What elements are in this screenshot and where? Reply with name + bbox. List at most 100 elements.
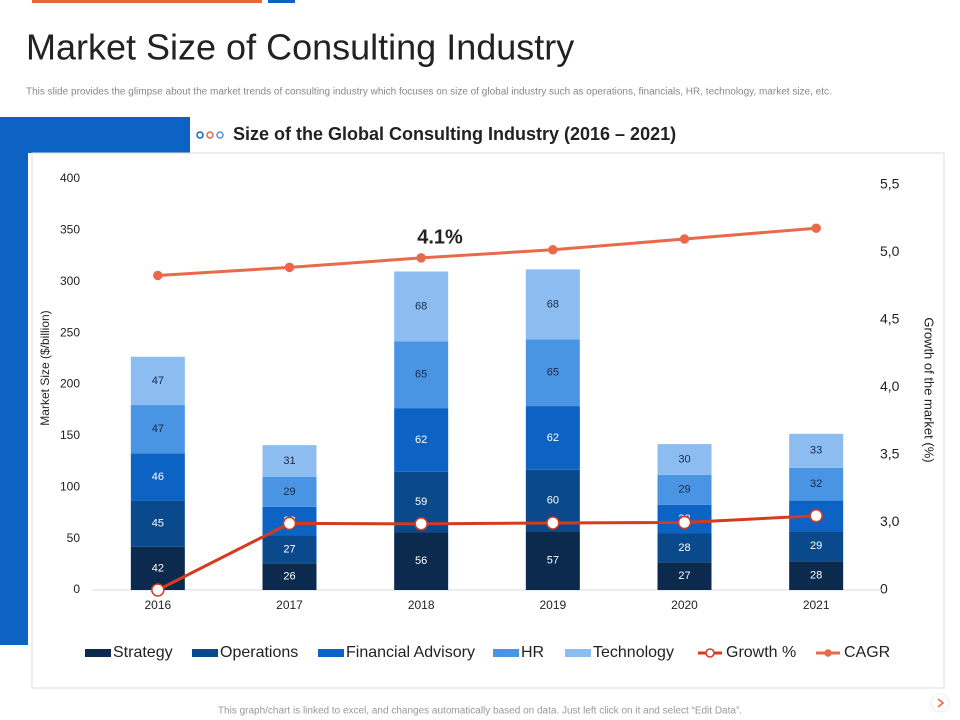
slide-subtitle: This slide provides the glimpse about th… — [26, 87, 832, 98]
data-label: 29 — [810, 540, 822, 552]
y2-tick-label: 3,5 — [880, 446, 900, 462]
legend-label: HR — [521, 644, 544, 661]
bar-segment — [789, 531, 844, 562]
line-marker — [414, 517, 428, 531]
data-label: 27 — [678, 570, 690, 582]
annotation: 4.1% — [417, 226, 463, 248]
data-label: 28 — [810, 570, 822, 582]
data-label: 33 — [810, 445, 822, 457]
data-label: 68 — [547, 298, 559, 310]
data-label: 65 — [415, 369, 427, 381]
bar-segment — [130, 500, 185, 547]
line-series — [157, 514, 817, 592]
y-tick-label: 350 — [60, 223, 80, 237]
bar-segment — [130, 356, 185, 406]
legend-swatch — [705, 648, 715, 658]
data-label: 56 — [415, 555, 427, 567]
side-bar — [0, 117, 28, 645]
y-tick-label: 200 — [60, 377, 80, 391]
bar-segment — [394, 408, 449, 472]
data-label: 30 — [678, 453, 690, 465]
bar-segment — [789, 467, 844, 501]
legend-label: Growth % — [726, 644, 796, 661]
nav-arrow — [937, 698, 945, 708]
bar-segment — [525, 406, 580, 470]
bar-segment — [525, 531, 580, 590]
data-label: 47 — [152, 375, 164, 387]
nav-icon[interactable] — [930, 693, 950, 713]
data-label: 26 — [283, 571, 295, 583]
legend-swatch — [192, 649, 218, 657]
legend-swatch — [318, 649, 344, 657]
line-marker — [809, 509, 823, 523]
legend-label: Operations — [220, 644, 298, 661]
bar-segment — [657, 533, 712, 563]
y-tick-label: 0 — [73, 582, 80, 596]
line-marker — [151, 583, 165, 597]
bar-segment — [525, 339, 580, 407]
data-label: 57 — [547, 555, 559, 567]
line-marker — [416, 253, 426, 263]
data-label: 65 — [547, 367, 559, 379]
legend-label: CAGR — [844, 644, 890, 661]
y-tick-label: 300 — [60, 274, 80, 288]
bar-segment — [657, 444, 712, 475]
y2-tick-label: 0 — [880, 581, 888, 597]
y-tick-label: 250 — [60, 325, 80, 339]
top-accent — [268, 0, 295, 3]
data-label: 42 — [152, 562, 164, 574]
y-axis-label: Market Size ($/billion) — [38, 310, 52, 425]
data-label: 32 — [810, 478, 822, 490]
top-accent — [32, 0, 262, 3]
line-marker — [153, 270, 163, 281]
dot-icon — [196, 131, 204, 139]
bar-segment — [262, 535, 317, 564]
data-label: 29 — [283, 486, 295, 498]
dot-icon — [216, 131, 224, 139]
data-label: 27 — [283, 543, 295, 555]
slide-title: Market Size of Consulting Industry — [26, 27, 574, 68]
bar-segment — [789, 433, 844, 468]
x-tick-label: 2019 — [539, 598, 566, 612]
y-tick-label: 100 — [60, 479, 80, 493]
bar-segment — [262, 476, 317, 507]
side-block — [0, 117, 190, 153]
legend-swatch — [824, 649, 832, 657]
line-marker — [679, 234, 690, 244]
bar-segment — [130, 453, 185, 501]
x-tick-label: 2020 — [671, 598, 698, 612]
y-tick-label: 400 — [60, 171, 80, 185]
y-tick-label: 50 — [67, 531, 81, 545]
data-label: 62 — [547, 432, 559, 444]
y2-tick-label: 5,0 — [880, 243, 900, 259]
bar-segment — [130, 405, 185, 454]
data-label: 59 — [415, 496, 427, 508]
bar-segment — [657, 474, 712, 505]
y2-tick-label: 4,0 — [880, 378, 900, 394]
x-tick-label: 2016 — [144, 598, 171, 612]
legend-swatch — [493, 649, 519, 657]
legend-label: Financial Advisory — [346, 644, 475, 661]
bar-segment — [394, 341, 449, 409]
data-label: 28 — [678, 542, 690, 554]
bar-segment — [262, 563, 317, 590]
legend-label: Strategy — [113, 644, 173, 661]
y2-tick-label: 3,0 — [880, 513, 900, 529]
x-tick-label: 2021 — [803, 598, 830, 612]
data-label: 60 — [547, 495, 559, 507]
bar-segment — [130, 546, 185, 590]
line-marker — [548, 245, 558, 255]
line-marker — [284, 262, 295, 273]
line-series — [157, 226, 817, 277]
legend-label: Technology — [593, 644, 674, 661]
bar-segment — [789, 561, 844, 590]
legend-swatch — [565, 649, 591, 657]
data-label: 45 — [152, 518, 164, 530]
y-tick-label: 150 — [60, 428, 80, 442]
data-label: 62 — [415, 434, 427, 446]
bar-segment — [657, 562, 712, 590]
dot-icon — [206, 131, 214, 139]
bar-segment — [262, 445, 317, 477]
